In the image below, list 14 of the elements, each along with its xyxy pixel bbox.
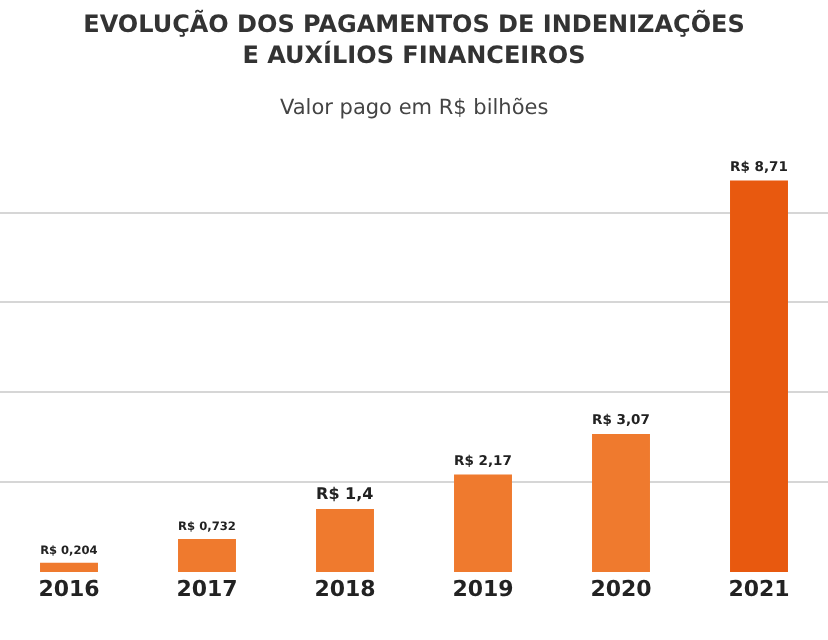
x-tick-label: 2016: [38, 576, 101, 602]
chart-subtitle: Valor pago em R$ bilhões: [280, 96, 549, 120]
bar: [592, 434, 650, 572]
x-tick-label: 2017: [176, 576, 238, 602]
x-tick-label: 2018: [314, 576, 376, 602]
x-tick-label: 2021: [728, 576, 790, 602]
chart-title: EVOLUÇÃO DOS PAGAMENTOS DE INDENIZAÇÕES E AUXÍLIOS FINANCEIROS: [83, 8, 745, 70]
bar: [40, 562, 98, 572]
x-tick-label: 2019: [452, 576, 514, 602]
bar: [730, 180, 788, 572]
x-tick-label: 2020: [590, 576, 653, 602]
bar: [178, 539, 236, 572]
bar: [316, 509, 374, 572]
bar: [454, 474, 512, 572]
